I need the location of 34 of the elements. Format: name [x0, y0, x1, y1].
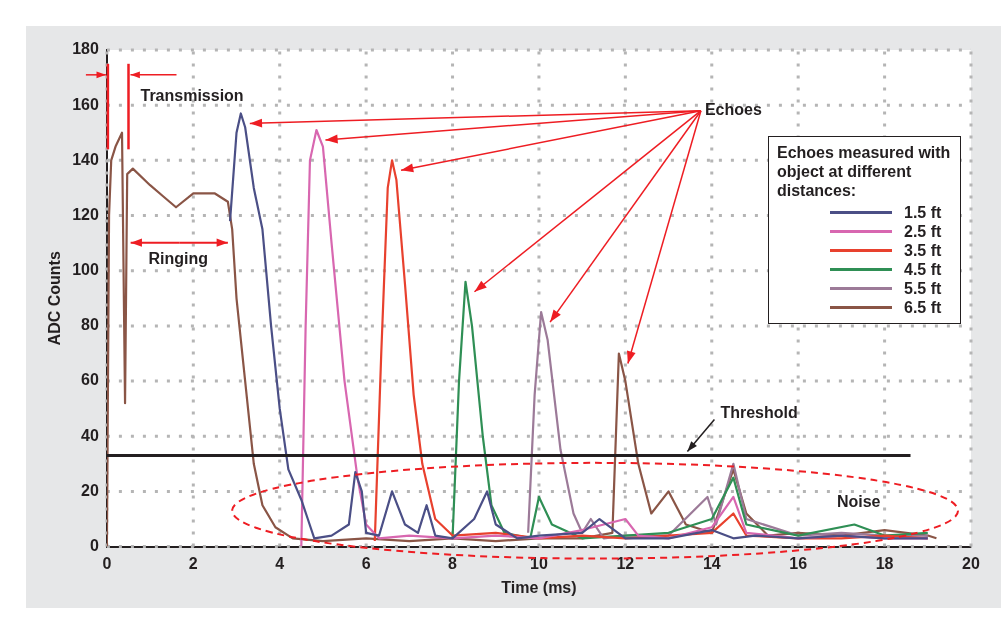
legend-label: 3.5 ft — [904, 241, 943, 260]
x-tick-label: 6 — [361, 554, 371, 572]
x-tick-label: 14 — [702, 554, 721, 572]
x-tick-label: 12 — [616, 554, 635, 572]
y-tick-label: 160 — [72, 95, 99, 113]
y-tick-label: 180 — [72, 40, 99, 58]
y-tick-label: 0 — [89, 537, 99, 555]
y-tick-label: 60 — [81, 371, 99, 389]
legend-title: Echoes measured with object at different distances: — [777, 143, 952, 200]
legend-label: 6.5 ft — [904, 298, 943, 317]
ref-line-label: Transmission — [140, 87, 244, 105]
y-tick-label: 140 — [72, 150, 99, 168]
y-tick-label: 80 — [81, 316, 99, 334]
x-tick-label: 4 — [275, 554, 285, 572]
annotation: Noise — [836, 492, 881, 510]
x-tick-label: 8 — [448, 554, 458, 572]
legend-label: 2.5 ft — [904, 222, 943, 241]
annotation: Ringing — [148, 250, 208, 268]
y-tick-label: 120 — [72, 205, 99, 223]
y-tick-label: 20 — [81, 481, 99, 499]
legend-label: 5.5 ft — [904, 279, 943, 298]
x-tick-label: 20 — [962, 554, 980, 572]
annotation: Echoes — [704, 101, 762, 119]
x-tick-label: 18 — [875, 554, 894, 572]
x-tick-label: 16 — [789, 554, 808, 572]
y-tick-label: 40 — [81, 426, 99, 444]
legend-label: 1.5 ft — [904, 203, 943, 222]
ref-line-label: Threshold — [720, 403, 798, 421]
legend-label: 4.5 ft — [904, 260, 943, 279]
y-axis-title: ADC Counts — [46, 251, 64, 346]
x-axis-title: Time (ms) — [501, 578, 577, 596]
x-tick-label: 2 — [188, 554, 198, 572]
x-tick-label: 0 — [102, 554, 112, 572]
y-tick-label: 100 — [72, 261, 99, 279]
